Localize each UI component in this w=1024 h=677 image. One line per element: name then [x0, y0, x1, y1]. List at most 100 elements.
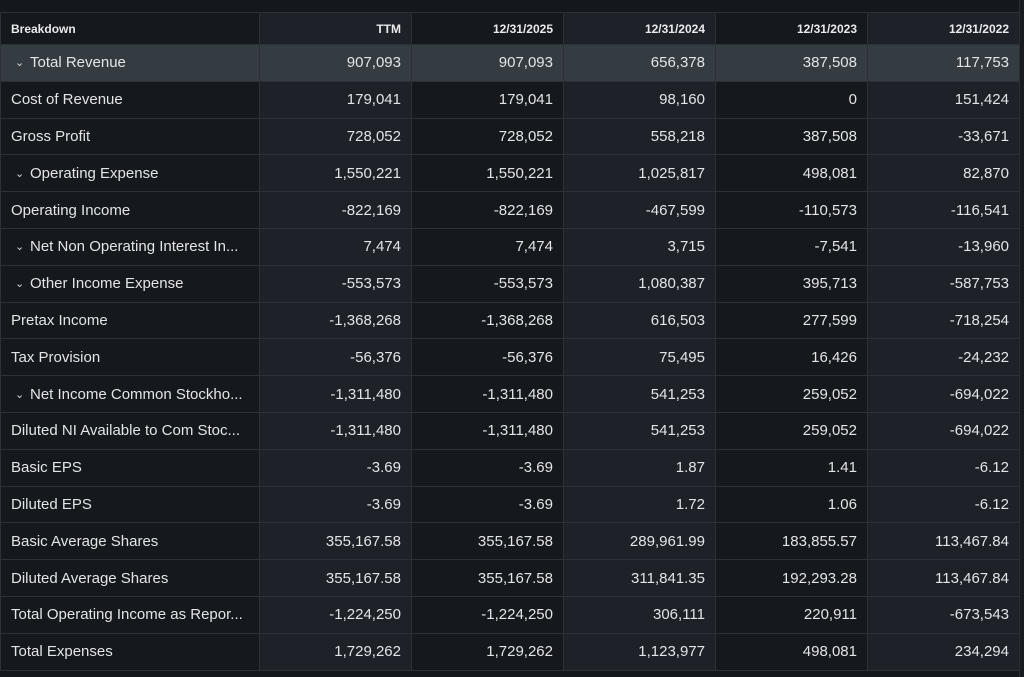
- row-label-cell[interactable]: ⌄ Total Revenue: [0, 44, 260, 82]
- table-row: Gross Profit 728,052 728,052 558,218 387,508…: [0, 117, 1020, 156]
- table-row: Cost of Revenue 179,041 179,041 98,160 0 151,…: [0, 80, 1020, 119]
- value-cell: -1,224,250: [411, 595, 564, 634]
- value-cell: -553,573: [411, 264, 564, 303]
- value-cell: -718,254: [867, 301, 1020, 340]
- value-cell: -56,376: [259, 338, 412, 377]
- value-cell: -6.12: [867, 485, 1020, 524]
- value-cell: 1,729,262: [411, 632, 564, 671]
- row-label: Gross Profit: [11, 127, 91, 145]
- row-label-cell: Basic EPS: [0, 448, 260, 487]
- value-cell: 277,599: [715, 301, 868, 340]
- column-header-period[interactable]: TTM: [259, 12, 412, 45]
- value-cell: 113,467.84: [867, 559, 1020, 597]
- row-label-cell: Operating Income: [0, 191, 260, 229]
- value-cell: 1,080,387: [563, 264, 716, 303]
- value-cell: -694,022: [867, 375, 1020, 413]
- row-label: Basic EPS: [11, 459, 82, 477]
- value-cell: 541,253: [563, 375, 716, 413]
- value-cell: 907,093: [259, 44, 412, 82]
- row-label-cell: Basic Average Shares: [0, 522, 260, 561]
- row-label-cell: Tax Provision: [0, 338, 260, 377]
- income-statement-table-container: Breakdown TTM 12/31/2025 12/31/2024 12/31/20…: [0, 12, 1020, 671]
- chevron-down-icon[interactable]: ⌄: [15, 241, 25, 254]
- chevron-down-icon[interactable]: ⌄: [15, 278, 25, 291]
- row-label-cell[interactable]: ⌄ Net Income Common Stockho...: [0, 375, 260, 413]
- value-cell: -3.69: [259, 448, 412, 487]
- value-cell: 1.72: [563, 485, 716, 524]
- row-label-cell: Diluted EPS: [0, 485, 260, 524]
- table-row: Total Operating Income as Repor... -1,224…: [0, 595, 1020, 634]
- chevron-down-icon[interactable]: ⌄: [15, 167, 25, 180]
- table-row: Total Expenses 1,729,262 1,729,262 1,123,97…: [0, 632, 1020, 671]
- value-cell: 1.06: [715, 485, 868, 524]
- value-cell: 113,467.84: [867, 522, 1020, 561]
- row-label: Tax Provision: [11, 348, 101, 366]
- value-cell: 728,052: [411, 117, 564, 156]
- row-label-cell: Diluted Average Shares: [0, 559, 260, 597]
- value-cell: 498,081: [715, 154, 868, 193]
- value-cell: 7,474: [411, 227, 564, 266]
- value-cell: -33,671: [867, 117, 1020, 156]
- value-cell: -116,541: [867, 191, 1020, 229]
- value-cell: -694,022: [867, 411, 1020, 450]
- value-cell: -56,376: [411, 338, 564, 377]
- value-cell: 234,294: [867, 632, 1020, 671]
- row-label: Other Income Expense: [30, 275, 184, 293]
- column-header-period[interactable]: 12/31/2025: [411, 12, 564, 45]
- row-label: Basic Average Shares: [11, 532, 159, 550]
- column-header-period[interactable]: 12/31/2024: [563, 12, 716, 45]
- table-row: Basic EPS -3.69 -3.69 1.87 1.41 -6.12: [0, 448, 1020, 487]
- value-cell: 1.87: [563, 448, 716, 487]
- table-row[interactable]: ⌄ Total Revenue 907,093 907,093 656,378 387,5…: [0, 44, 1020, 82]
- value-cell: 98,160: [563, 80, 716, 119]
- value-cell: 82,870: [867, 154, 1020, 193]
- value-cell: -3.69: [259, 485, 412, 524]
- table-row[interactable]: ⌄ Other Income Expense -553,573 -553,573 1,0…: [0, 264, 1020, 303]
- value-cell: -1,224,250: [259, 595, 412, 634]
- column-header-breakdown[interactable]: Breakdown: [0, 12, 260, 45]
- value-cell: 907,093: [411, 44, 564, 82]
- chevron-down-icon[interactable]: ⌄: [15, 388, 25, 401]
- row-label: Operating Expense: [30, 164, 159, 182]
- value-cell: 259,052: [715, 375, 868, 413]
- row-label: Total Expenses: [11, 643, 113, 661]
- chevron-down-icon[interactable]: ⌄: [15, 57, 25, 70]
- value-cell: 558,218: [563, 117, 716, 156]
- table-row[interactable]: ⌄ Net Non Operating Interest In... 7,474 7,…: [0, 227, 1020, 266]
- value-cell: 3,715: [563, 227, 716, 266]
- row-label: Diluted NI Available to Com Stoc...: [11, 422, 240, 440]
- row-label-cell: Total Operating Income as Repor...: [0, 595, 260, 634]
- value-cell: 395,713: [715, 264, 868, 303]
- value-cell: 179,041: [259, 80, 412, 119]
- value-cell: 16,426: [715, 338, 868, 377]
- row-label: Net Income Common Stockho...: [30, 385, 243, 403]
- row-label-cell[interactable]: ⌄ Operating Expense: [0, 154, 260, 193]
- row-label: Total Operating Income as Repor...: [11, 606, 243, 624]
- value-cell: 117,753: [867, 44, 1020, 82]
- table-row[interactable]: ⌄ Operating Expense 1,550,221 1,550,221 1,02…: [0, 154, 1020, 193]
- value-cell: 311,841.35: [563, 559, 716, 597]
- value-cell: 306,111: [563, 595, 716, 634]
- row-label-cell[interactable]: ⌄ Net Non Operating Interest In...: [0, 227, 260, 266]
- row-label-cell: Diluted NI Available to Com Stoc...: [0, 411, 260, 450]
- column-header-period[interactable]: 12/31/2022: [867, 12, 1020, 45]
- row-label-cell: Pretax Income: [0, 301, 260, 340]
- value-cell: -6.12: [867, 448, 1020, 487]
- row-label: Diluted EPS: [11, 495, 92, 513]
- row-label-cell: Total Expenses: [0, 632, 260, 671]
- value-cell: 355,167.58: [259, 522, 412, 561]
- value-cell: 183,855.57: [715, 522, 868, 561]
- table-row: Basic Average Shares 355,167.58 355,167.58…: [0, 522, 1020, 561]
- column-header-period[interactable]: 12/31/2023: [715, 12, 868, 45]
- value-cell: 7,474: [259, 227, 412, 266]
- value-cell: -1,311,480: [411, 411, 564, 450]
- value-cell: -1,368,268: [411, 301, 564, 340]
- table-row: Operating Income -822,169 -822,169 -467,599…: [0, 191, 1020, 229]
- value-cell: 259,052: [715, 411, 868, 450]
- value-cell: -822,169: [411, 191, 564, 229]
- value-cell: 355,167.58: [411, 522, 564, 561]
- vertical-scrollbar[interactable]: [1019, 0, 1024, 677]
- row-label-cell[interactable]: ⌄ Other Income Expense: [0, 264, 260, 303]
- value-cell: 1.41: [715, 448, 868, 487]
- table-row[interactable]: ⌄ Net Income Common Stockho... -1,311,480-…: [0, 375, 1020, 413]
